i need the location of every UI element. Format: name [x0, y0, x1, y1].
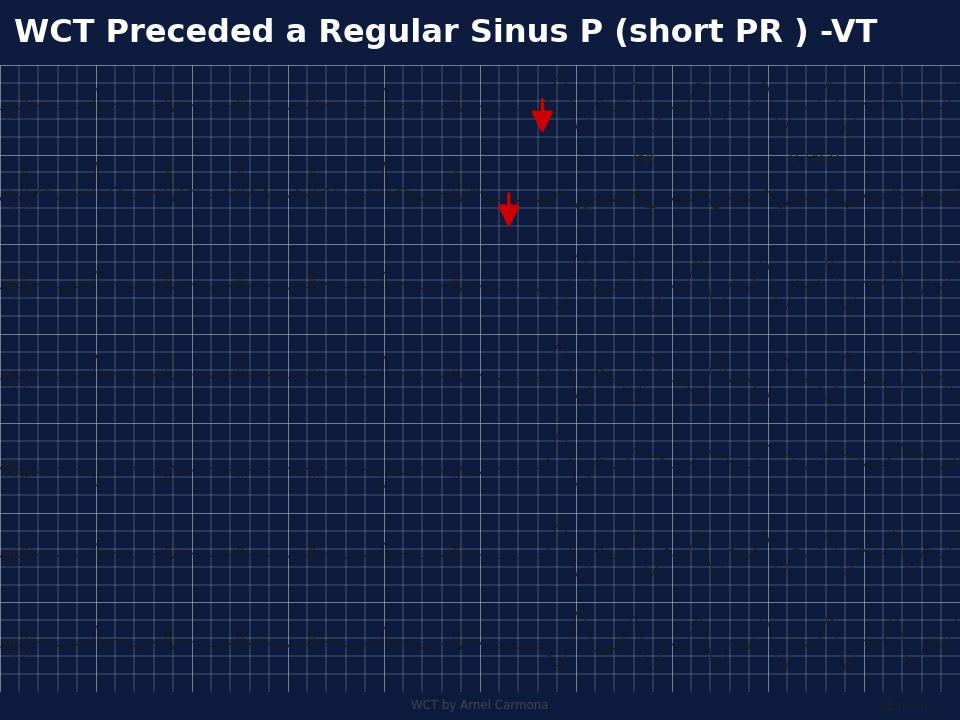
Text: WCT Preceded a Regular Sinus P (short PR ) -VT: WCT Preceded a Regular Sinus P (short PR… [14, 18, 877, 49]
Text: AVR
(-0.7): AVR (-0.7) [4, 460, 32, 480]
Text: V1
(-0.5): V1 (-0.5) [4, 371, 32, 390]
Text: I
(-1.0): I (-1.0) [4, 102, 32, 121]
Text: III
(-0.8): III (-0.8) [4, 281, 32, 300]
Text: PVC: PVC [633, 152, 660, 166]
Text: AVF
(-0.5): AVF (-0.5) [4, 639, 32, 659]
Text: AVL
(0.7): AVL (0.7) [4, 550, 27, 569]
Text: WCT by Arnel Carmona: WCT by Arnel Carmona [411, 700, 549, 713]
Text: V TACH: V TACH [789, 152, 839, 166]
Text: II
(-0.5): II (-0.5) [4, 192, 32, 211]
Text: 25 mm/s: 25 mm/s [879, 700, 931, 713]
